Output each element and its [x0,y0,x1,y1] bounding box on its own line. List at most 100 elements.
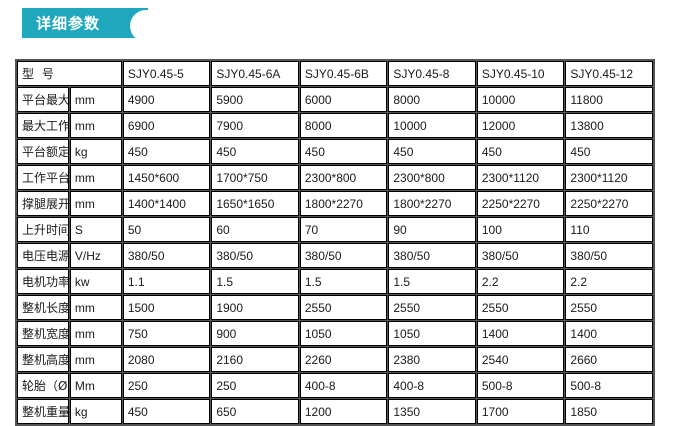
table-cell: 70 [299,217,388,242]
table-cell: 2550 [476,295,565,320]
table-cell: 380/50 [388,243,476,268]
table-cell: 5900 [211,87,299,112]
row-unit: mm [69,113,122,138]
table-cell: 2540 [476,347,565,372]
table-cell: 1650*1650 [211,191,299,216]
section-title: 详细参数 [36,14,101,33]
specifications-table: 型 号 SJY0.45-5 SJY0.45-6A SJY0.45-6B SJY0… [15,59,655,426]
table-row: 工作平台尺寸mm1450*6001700*7502300*8002300*800… [17,165,653,190]
column-header-model-0: SJY0.45-5 [122,61,211,86]
row-label: 最大工作高度 [17,113,69,138]
section-banner: 详细参数 [22,8,162,42]
table-row: 电机功率 kw 1.1 1.5 1.5 1.5 2.2 2.2 [17,269,653,294]
table-cell: 380/50 [122,243,211,268]
table-cell: 2550 [299,295,388,320]
table-cell: 2250*2270 [476,191,565,216]
table-cell: 2250*2270 [565,191,653,216]
row-label: 整机高度(护栏) [17,347,69,372]
table-cell: 2300*1120 [476,165,565,190]
table-cell: 2380 [388,347,476,372]
table-cell: 1.5 [388,269,476,294]
table-row: 平台最大高度mm49005900600080001000011800 [17,87,653,112]
table-row: 整机长度 mm 1500 1900 2550 2550 2550 2550 [17,295,653,320]
table-cell: 1200 [299,399,388,424]
table-cell: 500-8 [476,373,565,398]
table-cell: 380/50 [565,243,653,268]
table-cell: 110 [565,217,653,242]
table-cell: 1400 [476,321,565,346]
table-cell: 250 [122,373,211,398]
row-unit: mm [69,165,122,190]
row-unit: V/Hz [69,243,122,268]
table-cell: 1400*1400 [122,191,211,216]
table-cell: 10000 [476,87,565,112]
table-cell: 2660 [565,347,653,372]
column-header-model-1: SJY0.45-6A [211,61,299,86]
table-cell: 1400 [565,321,653,346]
table-cell: 250 [211,373,299,398]
column-header-model-3: SJY0.45-8 [388,61,476,86]
row-unit: S [69,217,122,242]
row-label: 电压电源 [17,243,69,268]
row-label: 工作平台尺寸 [17,165,69,190]
table-row: 撑腿展开尺寸mm1400*14001650*16501800*22701800*… [17,191,653,216]
table-cell: 2300*800 [388,165,476,190]
table-row: 最大工作高度mm690079008000100001200013800 [17,113,653,138]
row-unit: kg [69,399,122,424]
table-cell: 100 [476,217,565,242]
table-cell: 60 [211,217,299,242]
table-cell: 2300*800 [299,165,388,190]
table-cell: 2300*1120 [565,165,653,190]
column-header-model-2: SJY0.45-6B [299,61,388,86]
table-row: 整机重量 kg 450 650 1200 1350 1700 1850 [17,399,653,424]
column-header-model-4: SJY0.45-10 [476,61,565,86]
table-cell: 1.1 [122,269,211,294]
row-label: 整机长度 [17,295,69,320]
table-cell: 380/50 [299,243,388,268]
row-unit: mm [69,347,122,372]
row-unit: Mm [69,373,122,398]
table-cell: 380/50 [476,243,565,268]
table-cell: 1350 [388,399,476,424]
table-cell: 1050 [388,321,476,346]
table-cell: 1700*750 [211,165,299,190]
table-cell: 2550 [388,295,476,320]
circle-notch-icon [130,10,162,42]
table-cell: 1800*2270 [299,191,388,216]
table-cell: 10000 [388,113,476,138]
table-cell: 450 [299,139,388,164]
table-header-row: 型 号 SJY0.45-5 SJY0.45-6A SJY0.45-6B SJY0… [17,61,653,86]
table-cell: 8000 [388,87,476,112]
table-cell: 12000 [476,113,565,138]
table-cell: 2260 [299,347,388,372]
table-cell: 1900 [211,295,299,320]
table-cell: 1500 [122,295,211,320]
row-label: 撑腿展开尺寸 [17,191,69,216]
table-cell: 450 [476,139,565,164]
table-cell: 8000 [299,113,388,138]
table-cell: 400-8 [299,373,388,398]
table-cell: 450 [211,139,299,164]
table-cell: 11800 [565,87,653,112]
row-label: 整机宽度 [17,321,69,346]
table-cell: 2.2 [565,269,653,294]
table-cell: 1.5 [211,269,299,294]
banner-background: 详细参数 [22,8,148,38]
table-cell: 650 [211,399,299,424]
table-cell: 4900 [122,87,211,112]
row-unit: kg [69,139,122,164]
table-row: 上升时间 S 50 60 70 90 100 110 [17,217,653,242]
table-cell: 6000 [299,87,388,112]
table-cell: 2.2 [476,269,565,294]
table-cell: 450 [388,139,476,164]
table-cell: 7900 [211,113,299,138]
row-label: 轮胎（Ø） [17,373,69,398]
row-unit: mm [69,87,122,112]
column-header-model-label: 型 号 [17,61,122,86]
table-cell: 1800*2270 [388,191,476,216]
column-header-model-5: SJY0.45-12 [565,61,653,86]
row-label: 整机重量 [17,399,69,424]
table-cell: 90 [388,217,476,242]
